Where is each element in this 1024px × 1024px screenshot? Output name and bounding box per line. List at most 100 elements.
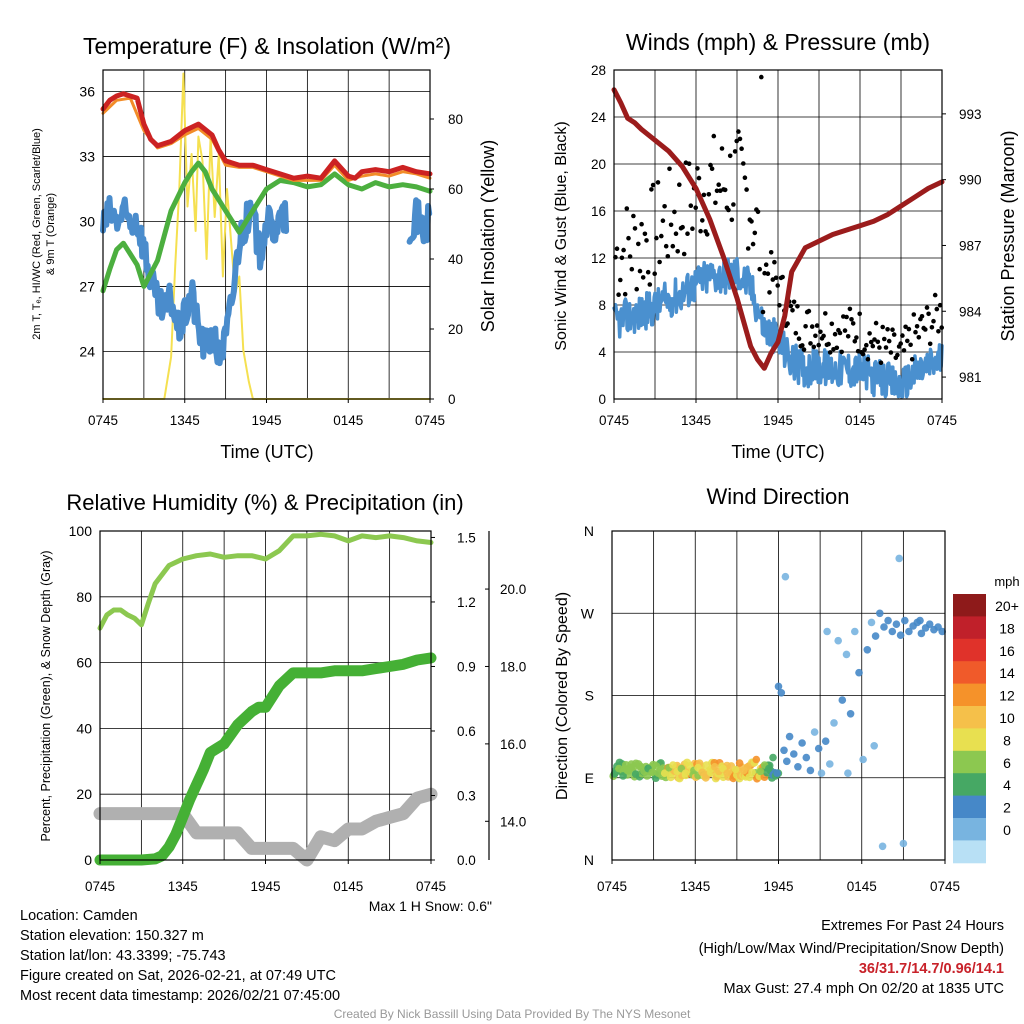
gust-point	[650, 182, 656, 188]
colorbar-label: 8	[1003, 732, 1011, 748]
direction-point	[916, 616, 924, 625]
colorbar-title: mph	[994, 574, 1019, 589]
temp-series-line	[100, 91, 433, 181]
direction-point	[878, 842, 887, 851]
gust-point	[695, 166, 700, 171]
gust-point	[618, 277, 623, 283]
colorbar-label: 12	[999, 688, 1015, 704]
direction-point	[888, 627, 897, 636]
y-right-tick-label: 987	[959, 238, 982, 253]
gust-point	[614, 246, 620, 251]
gust-point	[864, 342, 869, 348]
snow-tick-label: 16.0	[500, 737, 526, 752]
x-tick-label: 1945	[763, 879, 793, 894]
gust-point	[785, 321, 790, 326]
gust-point	[734, 138, 739, 144]
direction-point	[723, 769, 731, 777]
colorbar-label: 0	[1003, 822, 1011, 838]
gust-point	[901, 348, 907, 353]
x-tick-label: 1945	[763, 413, 793, 428]
y-right-tick-label: 0.9	[457, 659, 476, 674]
direction-point	[773, 769, 781, 777]
temperature-ylabel-line2: & 9m T (Orange)	[45, 193, 57, 275]
y-left-tick-label: 33	[79, 149, 95, 165]
x-tick-label: 0745	[415, 413, 445, 428]
gust-point	[711, 133, 717, 139]
gust-point	[916, 335, 922, 340]
direction-point	[830, 719, 838, 727]
gust-point	[644, 238, 649, 243]
gust-point	[760, 309, 766, 315]
credit-line: Created By Nick Bassill Using Data Provi…	[333, 1007, 691, 1021]
temperature-ylabel-right: Solar Insolation (Yellow)	[478, 140, 498, 332]
direction-point	[774, 682, 783, 691]
direction-point	[821, 737, 830, 745]
gust-point	[639, 221, 644, 227]
gust-point	[660, 218, 666, 223]
direction-point	[863, 646, 872, 654]
y-left-tick-label: 80	[76, 589, 92, 605]
direction-point	[870, 742, 878, 750]
direction-point	[834, 636, 842, 645]
gust-point	[905, 338, 910, 344]
direction-point	[698, 768, 706, 777]
colorbar-label: 2	[1003, 800, 1011, 816]
snow-tick-label: 20.0	[500, 582, 526, 597]
gust-point	[645, 269, 651, 275]
x-tick-label: 1345	[680, 879, 710, 894]
gust-point	[813, 333, 818, 339]
gust-point	[673, 231, 679, 236]
gust-point	[729, 217, 735, 223]
x-tick-label: 1345	[681, 413, 711, 428]
gust-point	[826, 341, 831, 347]
x-tick-label: 0745	[930, 879, 960, 894]
colorbar-cell	[953, 706, 986, 729]
gust-point	[908, 342, 913, 348]
direction-point	[895, 554, 903, 563]
gust-point	[745, 246, 751, 251]
y-right-tick-label: 60	[448, 182, 463, 197]
gust-point	[911, 312, 917, 317]
gust-point	[713, 200, 718, 206]
direction-point	[938, 627, 946, 636]
gust-point	[880, 324, 885, 330]
colorbar-cell	[953, 616, 986, 640]
y-right-tick-label: 0.3	[457, 788, 476, 803]
gust-point	[872, 337, 877, 342]
gust-point	[772, 259, 777, 265]
direction-point	[826, 760, 834, 768]
direction-point	[876, 609, 884, 618]
gust-point	[622, 291, 628, 297]
y-right-tick-label: 1.5	[457, 530, 476, 545]
y-right-tick-label: 1.2	[457, 595, 476, 610]
direction-point	[880, 623, 888, 631]
pressure-line	[611, 87, 945, 371]
direction-point	[905, 627, 913, 636]
gust-point	[667, 166, 672, 172]
humidity-title: Relative Humidity (%) & Precipitation (i…	[66, 490, 463, 515]
temperature-title: Temperature (F) & Insolation (W/m²)	[83, 33, 451, 59]
gust-point	[701, 192, 707, 198]
gust-point	[690, 226, 695, 231]
gust-point	[775, 283, 780, 288]
direction-point	[814, 744, 823, 753]
direction-panel: Wind Direction 0745 1345 1945 0145 0745NESWN…	[554, 484, 1020, 894]
extremes-heading: Extremes For Past 24 Hours	[821, 918, 1004, 934]
gust-point	[829, 321, 835, 327]
max-gust: Max Gust: 27.4 mph On 02/20 at 1835 UTC	[723, 981, 1004, 997]
gust-point	[765, 271, 771, 277]
gust-point	[649, 187, 654, 192]
direction-point	[844, 769, 852, 777]
x-tick-label: 0745	[416, 879, 446, 894]
x-tick-label: 0145	[333, 879, 363, 894]
gust-point	[763, 262, 769, 268]
colorbar-cell	[953, 795, 986, 819]
gust-point	[877, 345, 882, 350]
y-left-tick-label: 4	[598, 345, 606, 360]
winds-ylabel-right: Station Pressure (Maroon)	[998, 130, 1018, 341]
gust-point	[886, 338, 892, 344]
gust-point	[627, 254, 633, 259]
direction-point	[859, 755, 867, 764]
direction-point	[669, 761, 677, 769]
